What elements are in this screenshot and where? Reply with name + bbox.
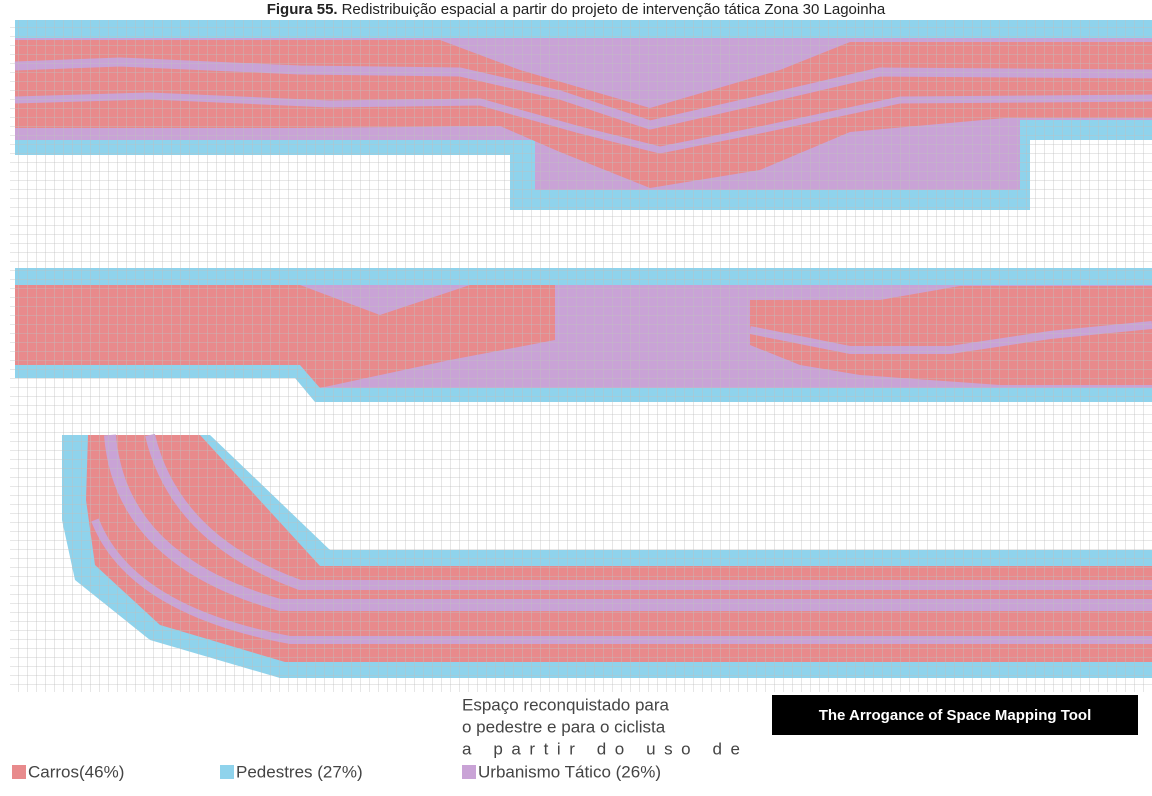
legend-swatch [220,765,234,779]
figure-label: Figura 55. [267,1,338,18]
annotation: Espaço reconquistado para o pedestre e p… [462,695,740,758]
annotation-line: o pedestre e para o ciclista [462,717,666,736]
legend-label: Pedestres (27%) [236,762,363,781]
grid [10,20,1152,692]
map [10,20,1152,692]
figure-title: Figura 55. Redistribuição espacial a part… [267,1,886,18]
badge-text: The Arrogance of Space Mapping Tool [819,707,1092,724]
legend-label: Urbanismo Tático (26%) [478,762,661,781]
legend: Carros(46%) Pedestres (27%) Urbanismo Táti… [12,762,661,781]
annotation-line: a partir do uso de [462,739,740,758]
figure-caption: Redistribuição espacial a partir do proj… [342,1,886,18]
legend-swatch [12,765,26,779]
annotation-line: Espaço reconquistado para [462,695,670,714]
legend-swatch [462,765,476,779]
badge [772,695,1138,735]
legend-label: Carros(46%) [28,762,124,781]
